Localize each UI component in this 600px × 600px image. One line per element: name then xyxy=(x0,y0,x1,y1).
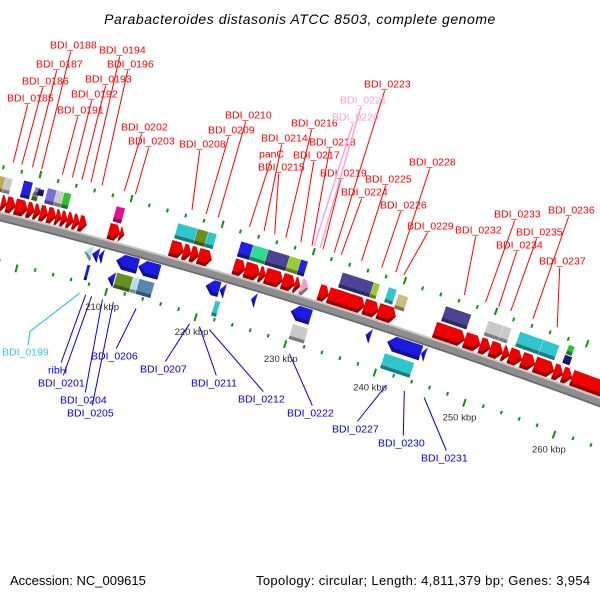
svg-text:ribH: ribH xyxy=(48,365,67,377)
svg-text:BDI_0221: BDI_0221 xyxy=(340,95,387,107)
svg-text:BDI_0216: BDI_0216 xyxy=(291,118,338,130)
svg-text:BDI_0227: BDI_0227 xyxy=(332,424,379,436)
svg-text:BDI_0231: BDI_0231 xyxy=(421,453,468,465)
svg-text:BDI_0205: BDI_0205 xyxy=(67,408,114,420)
svg-text:BDI_0220: BDI_0220 xyxy=(332,112,379,124)
svg-text:BDI_0211: BDI_0211 xyxy=(191,378,237,390)
svg-text:BDI_0209: BDI_0209 xyxy=(208,125,255,137)
svg-text:BDI_0206: BDI_0206 xyxy=(91,351,138,363)
svg-text:BDI_0230: BDI_0230 xyxy=(378,438,425,450)
svg-text:Accession: NC_009615: Accession: NC_009615 xyxy=(10,573,146,588)
svg-text:BDI_0234: BDI_0234 xyxy=(496,240,543,252)
svg-text:panC: panC xyxy=(259,149,285,161)
svg-text:BDI_0188: BDI_0188 xyxy=(50,40,97,52)
svg-text:BDI_0229: BDI_0229 xyxy=(407,221,454,233)
svg-text:210 kbp: 210 kbp xyxy=(85,302,119,313)
svg-text:BDI_0228: BDI_0228 xyxy=(409,157,456,169)
svg-text:BDI_0233: BDI_0233 xyxy=(494,209,541,221)
svg-text:BDI_0235: BDI_0235 xyxy=(516,227,563,239)
svg-text:BDI_0210: BDI_0210 xyxy=(225,110,272,122)
svg-text:BDI_0208: BDI_0208 xyxy=(179,139,226,151)
svg-text:BDI_0207: BDI_0207 xyxy=(140,364,187,376)
svg-text:BDI_0191: BDI_0191 xyxy=(57,105,104,117)
svg-text:240 kbp: 240 kbp xyxy=(353,382,387,393)
svg-text:BDI_0196: BDI_0196 xyxy=(107,59,154,71)
svg-text:BDI_0222: BDI_0222 xyxy=(287,408,334,420)
svg-text:BDI_0218: BDI_0218 xyxy=(309,137,356,149)
svg-text:BDI_0214: BDI_0214 xyxy=(261,133,308,145)
svg-text:BDI_0237: BDI_0237 xyxy=(539,256,586,268)
svg-text:BDI_0204: BDI_0204 xyxy=(60,395,107,407)
svg-text:BDI_0223: BDI_0223 xyxy=(364,79,411,91)
svg-text:230 kbp: 230 kbp xyxy=(264,354,298,365)
svg-text:BDI_0212: BDI_0212 xyxy=(238,394,285,406)
svg-text:220 kbp: 220 kbp xyxy=(175,327,209,338)
svg-text:BDI_0194: BDI_0194 xyxy=(99,45,146,57)
svg-text:BDI_0215: BDI_0215 xyxy=(258,162,305,174)
svg-text:BDI_0202: BDI_0202 xyxy=(121,122,168,134)
svg-text:Parabacteroides distasonis ATC: Parabacteroides distasonis ATCC 8503, co… xyxy=(104,11,496,27)
svg-text:BDI_0226: BDI_0226 xyxy=(380,200,427,212)
svg-text:BDI_0232: BDI_0232 xyxy=(455,225,502,237)
svg-text:BDI_0199: BDI_0199 xyxy=(2,347,49,359)
svg-text:BDI_0201: BDI_0201 xyxy=(38,378,85,390)
svg-text:BDI_0225: BDI_0225 xyxy=(365,174,412,186)
svg-text:BDI_0186: BDI_0186 xyxy=(22,76,69,88)
svg-text:Topology: circular; Length: 4,: Topology: circular; Length: 4,811,379 bp… xyxy=(256,573,591,588)
svg-text:BDI_0192: BDI_0192 xyxy=(71,89,118,101)
svg-text:BDI_0224: BDI_0224 xyxy=(341,187,388,199)
svg-text:250 kbp: 250 kbp xyxy=(443,413,477,424)
svg-text:BDI_0187: BDI_0187 xyxy=(36,59,83,71)
svg-text:BDI_0217: BDI_0217 xyxy=(293,150,340,162)
svg-text:260 kbp: 260 kbp xyxy=(532,444,566,455)
svg-text:BDI_0203: BDI_0203 xyxy=(128,136,175,148)
svg-text:BDI_0193: BDI_0193 xyxy=(85,74,132,86)
svg-text:BDI_0236: BDI_0236 xyxy=(548,205,595,217)
svg-text:BDI_0219: BDI_0219 xyxy=(320,168,367,180)
svg-text:BDI_0185: BDI_0185 xyxy=(7,93,54,105)
